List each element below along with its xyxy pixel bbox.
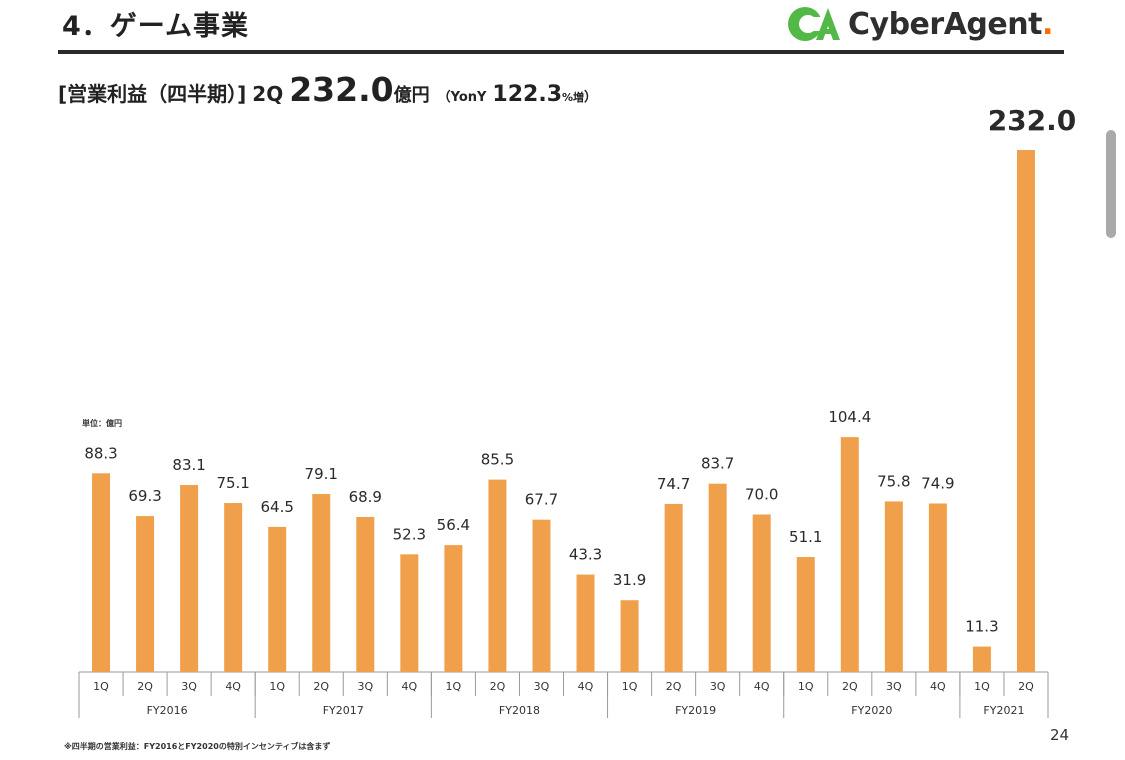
x-tick-label: 2Q (1018, 680, 1034, 693)
data-label: 85.5 (481, 451, 514, 469)
bar (664, 503, 683, 672)
data-label: 104.4 (828, 408, 871, 426)
data-label: 11.3 (965, 618, 998, 636)
data-label: 74.7 (657, 475, 690, 493)
bar (224, 503, 243, 672)
logo-dot: . (1041, 6, 1054, 42)
footnote: ※四半期の営業利益：FY2016とFY2020の特別インセンティブは含まず (64, 742, 331, 751)
bar (268, 526, 287, 672)
data-label: 69.3 (128, 487, 161, 505)
x-tick-label: 2Q (313, 680, 329, 693)
data-label: 64.5 (261, 498, 294, 516)
x-tick-label: 3Q (357, 680, 373, 693)
group-label: FY2018 (499, 704, 540, 717)
header-divider (58, 50, 1064, 54)
x-tick-label: 4Q (754, 680, 770, 693)
x-tick-label: 4Q (402, 680, 418, 693)
bar (312, 494, 331, 672)
x-tick-label: 4Q (930, 680, 946, 693)
bar (796, 557, 815, 672)
x-tick-label: 2Q (490, 680, 506, 693)
x-tick-label: 4Q (578, 680, 594, 693)
bar (400, 554, 419, 672)
x-tick-label: 2Q (666, 680, 682, 693)
data-label: 68.9 (349, 488, 382, 506)
data-label: 43.3 (569, 546, 602, 564)
bar (92, 473, 111, 672)
bar (488, 479, 507, 672)
x-tick-label: 3Q (181, 680, 197, 693)
bar (752, 514, 771, 672)
group-label: FY2021 (983, 704, 1024, 717)
x-tick-label: 1Q (93, 680, 109, 693)
group-label: FY2019 (675, 704, 716, 717)
page-title: 4．ゲーム事業 (62, 11, 249, 42)
bar (972, 646, 991, 672)
bar (928, 503, 947, 672)
data-label: 232.0 (988, 104, 1077, 137)
group-label: FY2016 (147, 704, 188, 717)
bar (884, 501, 903, 672)
x-tick-label: 1Q (446, 680, 462, 693)
x-tick-label: 1Q (622, 680, 638, 693)
group-label: FY2020 (851, 704, 892, 717)
page-number: 24 (1050, 726, 1070, 744)
bar (576, 574, 595, 672)
bar (444, 545, 463, 672)
data-label: 79.1 (305, 465, 338, 483)
x-tick-label: 3Q (710, 680, 726, 693)
bar (532, 519, 551, 672)
subtitle-quarter: 2Q (252, 82, 284, 106)
subtitle-value: 232.0 (289, 70, 394, 109)
subtitle-yoy-suffix: %増 (562, 91, 585, 104)
x-tick-label: 1Q (269, 680, 285, 693)
x-tick-label: 3Q (886, 680, 902, 693)
scrollbar-thumb[interactable] (1106, 130, 1116, 238)
subtitle-close: ） (584, 90, 598, 105)
logo-text: CyberAgent (848, 6, 1042, 42)
subtitle-label: [営業利益（四半期）] (58, 82, 247, 106)
chart-subtitle: [営業利益（四半期）] 2Q 232.0 億円 （YonY 122.3 %増 ） (58, 70, 597, 109)
subtitle-yoy-value: 122.3 (492, 82, 563, 107)
bar (180, 485, 199, 672)
bar (1016, 150, 1035, 672)
data-label: 52.3 (393, 525, 426, 543)
subtitle-unit: 億円 (393, 85, 430, 106)
bar (708, 483, 727, 672)
bar (840, 437, 859, 672)
data-label: 88.3 (84, 444, 117, 462)
unit-label: 単位：億円 (82, 419, 122, 428)
cyberagent-ca-logo-icon (788, 7, 840, 41)
data-label: 31.9 (613, 571, 646, 589)
x-tick-label: 2Q (137, 680, 153, 693)
data-label: 75.1 (216, 474, 249, 492)
data-label: 56.4 (437, 516, 470, 534)
x-tick-label: 1Q (798, 680, 814, 693)
bar (136, 516, 155, 672)
data-label: 75.8 (877, 472, 910, 490)
data-label: 83.7 (701, 455, 734, 473)
data-label: 74.9 (921, 474, 954, 492)
data-label: 67.7 (525, 491, 558, 509)
x-tick-label: 3Q (534, 680, 550, 693)
subtitle-yoy-prefix: （YonY (437, 90, 487, 105)
x-tick-label: 2Q (842, 680, 858, 693)
group-label: FY2017 (323, 704, 364, 717)
data-label: 83.1 (172, 456, 205, 474)
bar (356, 516, 375, 672)
cyberagent-logo: CyberAgent. (786, 2, 1053, 46)
bar (620, 600, 639, 672)
x-tick-label: 1Q (974, 680, 990, 693)
x-tick-label: 4Q (225, 680, 241, 693)
data-label: 51.1 (789, 528, 822, 546)
data-label: 70.0 (745, 486, 778, 504)
